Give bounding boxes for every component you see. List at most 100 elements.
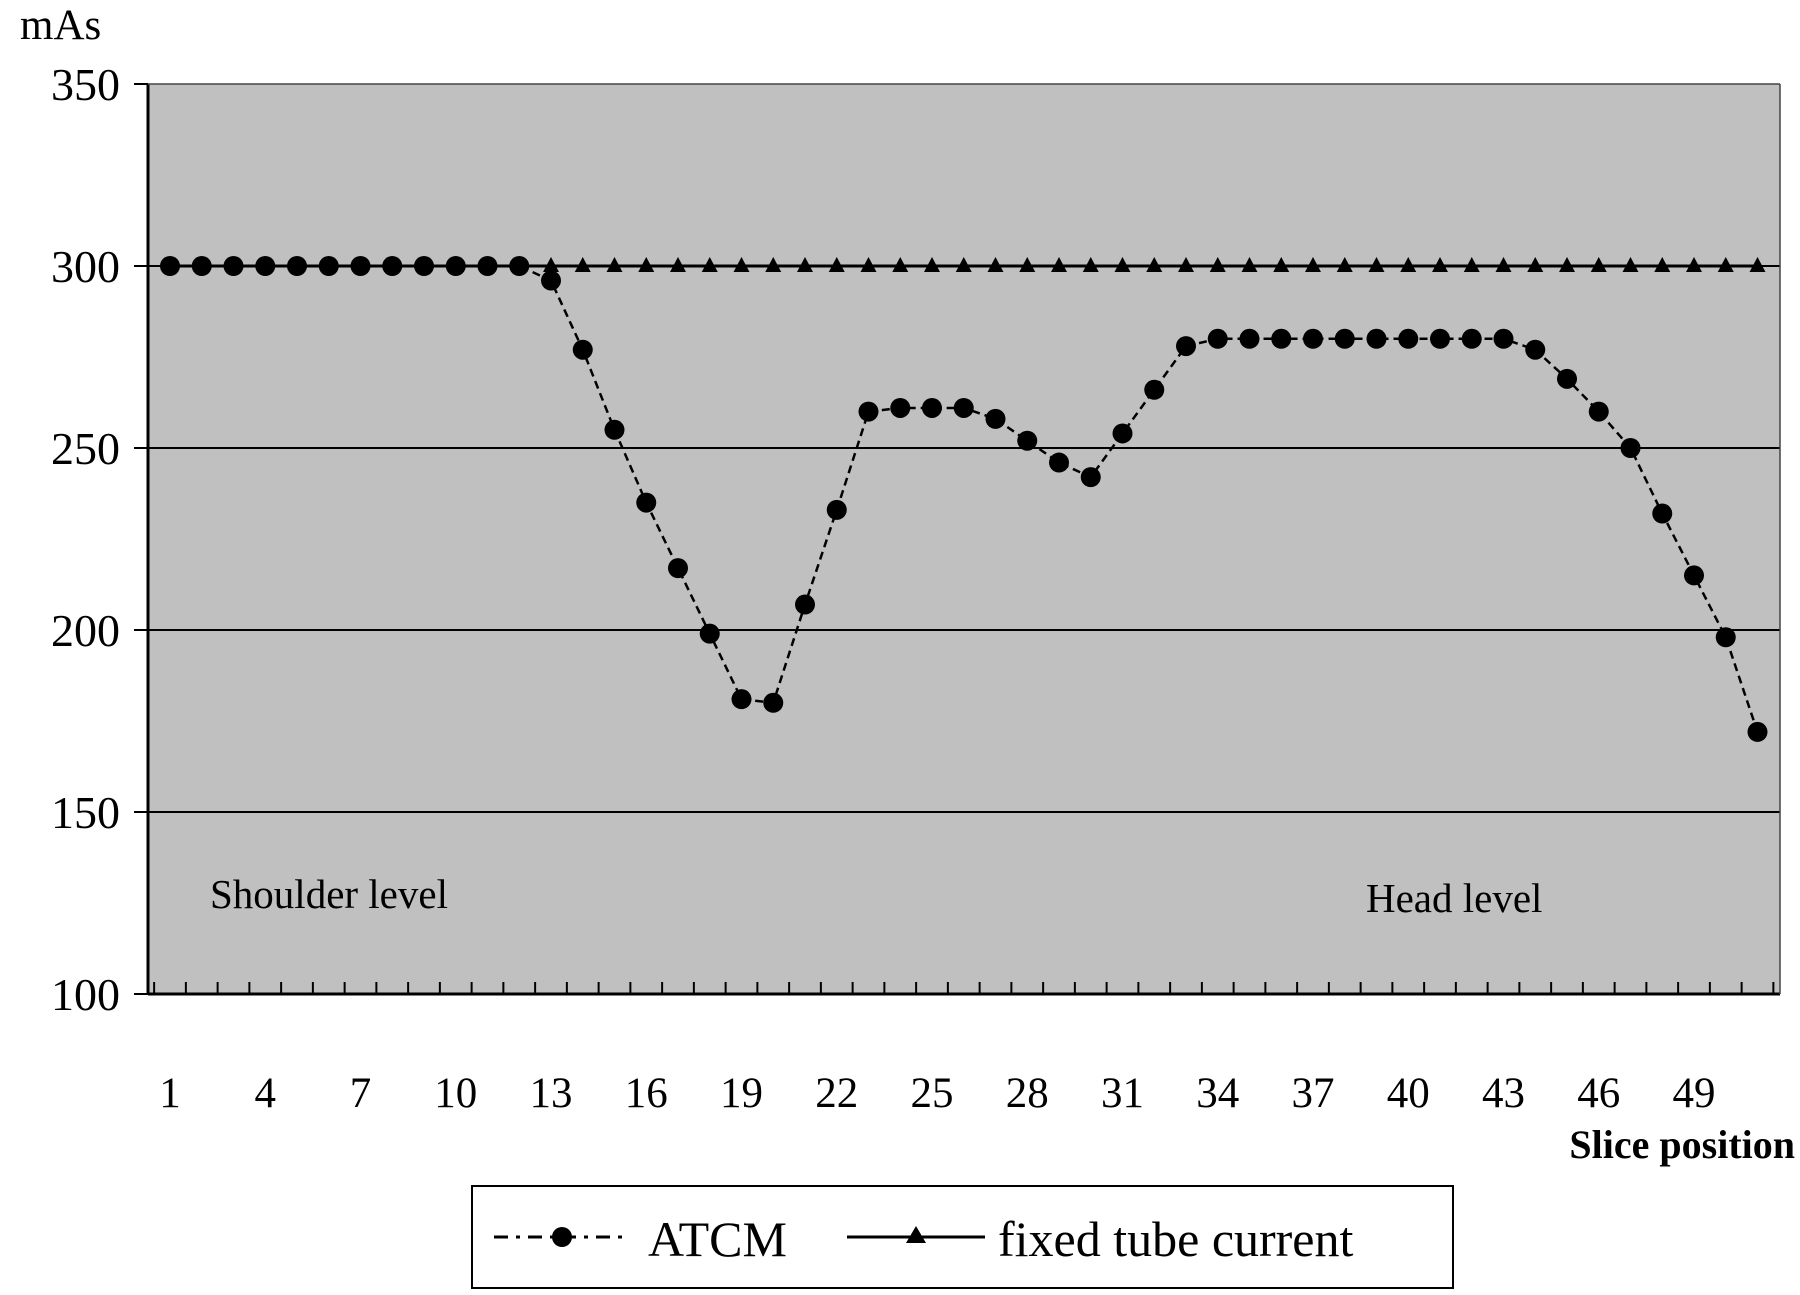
y-tick-label-150: 150 <box>51 787 120 838</box>
atcm-point <box>604 419 625 440</box>
x-tick-label-22: 22 <box>815 1070 858 1117</box>
fixed-tube-current-point <box>1590 257 1607 272</box>
atcm-point <box>858 401 879 422</box>
atcm-point <box>1144 379 1165 400</box>
y-axis-ticks: 100 150 200 250 300 350 <box>51 59 148 1020</box>
fixed-tube-current-point <box>1019 257 1036 272</box>
atcm-point <box>636 492 657 513</box>
fixed-tube-current-point <box>1622 257 1639 272</box>
y-tick-label-350: 350 <box>51 59 120 110</box>
fixed-tube-current-point <box>638 257 655 272</box>
x-tick-label-4: 4 <box>255 1070 277 1117</box>
atcm-point <box>160 256 180 276</box>
atcm-point <box>350 256 371 276</box>
legend: ATCM fixed tube current <box>471 1185 1454 1289</box>
fixed-tube-current-point <box>1559 257 1575 272</box>
x-tick-label-10: 10 <box>434 1070 477 1117</box>
fixed-tube-current-point <box>543 257 559 272</box>
atcm-point <box>1112 423 1133 444</box>
x-tick-label-16: 16 <box>625 1070 668 1117</box>
atcm-point <box>445 256 466 276</box>
x-tick-label-37: 37 <box>1292 1070 1335 1117</box>
atcm-point <box>1080 467 1101 488</box>
atcm-point <box>414 256 434 276</box>
fixed-tube-current-point <box>987 257 1004 272</box>
atcm-point <box>1303 328 1323 349</box>
fixed-tube-current-point <box>670 257 686 272</box>
fixed-tube-current-point <box>860 257 877 272</box>
fixed-tube-current-point <box>1305 257 1321 272</box>
fixed-tube-current-point <box>1241 257 1258 272</box>
fixed-tube-current-point <box>1527 257 1544 272</box>
fixed-tube-current-point <box>924 257 940 272</box>
atcm-point <box>541 270 561 291</box>
fixed-tube-current-point <box>1463 257 1480 272</box>
atcm-point <box>1271 328 1292 349</box>
atcm-point <box>699 623 720 644</box>
atcm-point <box>1398 328 1419 349</box>
x-tick-label-49: 49 <box>1673 1070 1716 1117</box>
fixed-tube-current-point <box>1082 257 1099 272</box>
fixed-tube-current-point <box>574 257 591 272</box>
atcm-point <box>795 594 815 615</box>
x-tick-label-31: 31 <box>1101 1070 1144 1117</box>
fixed-tube-current-point <box>733 257 750 272</box>
legend-fixed-label: fixed tube current <box>998 1211 1354 1267</box>
fixed-tube-current-point <box>1209 257 1226 272</box>
x-tick-label-46: 46 <box>1577 1070 1620 1117</box>
fixed-tube-current-point <box>1400 257 1417 272</box>
fixed-tube-current-point <box>1146 257 1163 272</box>
atcm-point <box>1652 503 1673 524</box>
fixed-tube-current-point <box>1178 257 1194 272</box>
x-tick-label-40: 40 <box>1387 1070 1430 1117</box>
series-layer <box>160 256 1768 742</box>
annotation-head-level: Head level <box>1366 875 1542 921</box>
axes <box>146 83 1781 996</box>
fixed-tube-current-point <box>1432 257 1448 272</box>
fixed-tube-current-point <box>1686 257 1702 272</box>
fixed-tube-current-point <box>1368 257 1385 272</box>
atcm-point <box>1588 401 1609 422</box>
atcm-point <box>382 256 403 276</box>
fixed-tube-current-point <box>797 257 813 272</box>
atcm-point <box>1557 368 1577 389</box>
atcm-point <box>1017 430 1038 451</box>
fixed-tube-current-point <box>828 257 845 272</box>
x-tick-label-7: 7 <box>350 1070 372 1117</box>
fixed-tube-current-point <box>1051 257 1067 272</box>
atcm-point <box>1493 328 1514 349</box>
y-tick-label-200: 200 <box>51 605 120 656</box>
annotation-shoulder-level: Shoulder level <box>210 871 448 917</box>
fixed-tube-current-point <box>1336 257 1353 272</box>
fixed-tube-current-point <box>1114 257 1131 272</box>
atcm-point <box>1620 438 1641 458</box>
fixed-tube-current-point <box>955 257 972 272</box>
x-tick-label-43: 43 <box>1482 1070 1525 1117</box>
atcm-point <box>1715 627 1736 648</box>
atcm-point <box>1461 328 1482 349</box>
y-tick-label-250: 250 <box>51 423 120 474</box>
atcm-point <box>477 256 498 276</box>
atcm-point <box>1525 339 1546 360</box>
atcm-point <box>826 499 847 520</box>
atcm-point <box>1334 328 1355 349</box>
atcm-point <box>668 558 688 579</box>
atcm-point <box>763 692 784 713</box>
atcm-point <box>890 397 911 418</box>
atcm-point <box>1049 452 1069 473</box>
atcm-point <box>509 256 530 276</box>
fixed-tube-current-point <box>1717 257 1734 272</box>
fixed-tube-current-point <box>1495 257 1512 272</box>
legend-atcm-label: ATCM <box>648 1211 787 1267</box>
fixed-tube-current-point <box>892 257 909 272</box>
atcm-point <box>572 339 593 360</box>
fixed-tube-current-point <box>765 257 782 272</box>
fixed-tube-current-point <box>606 257 623 272</box>
atcm-point <box>223 256 244 276</box>
atcm-point <box>922 397 942 418</box>
x-tick-label-13: 13 <box>530 1070 573 1117</box>
x-tick-label-34: 34 <box>1196 1070 1239 1117</box>
atcm-point <box>731 689 752 710</box>
atcm-point <box>953 397 974 418</box>
